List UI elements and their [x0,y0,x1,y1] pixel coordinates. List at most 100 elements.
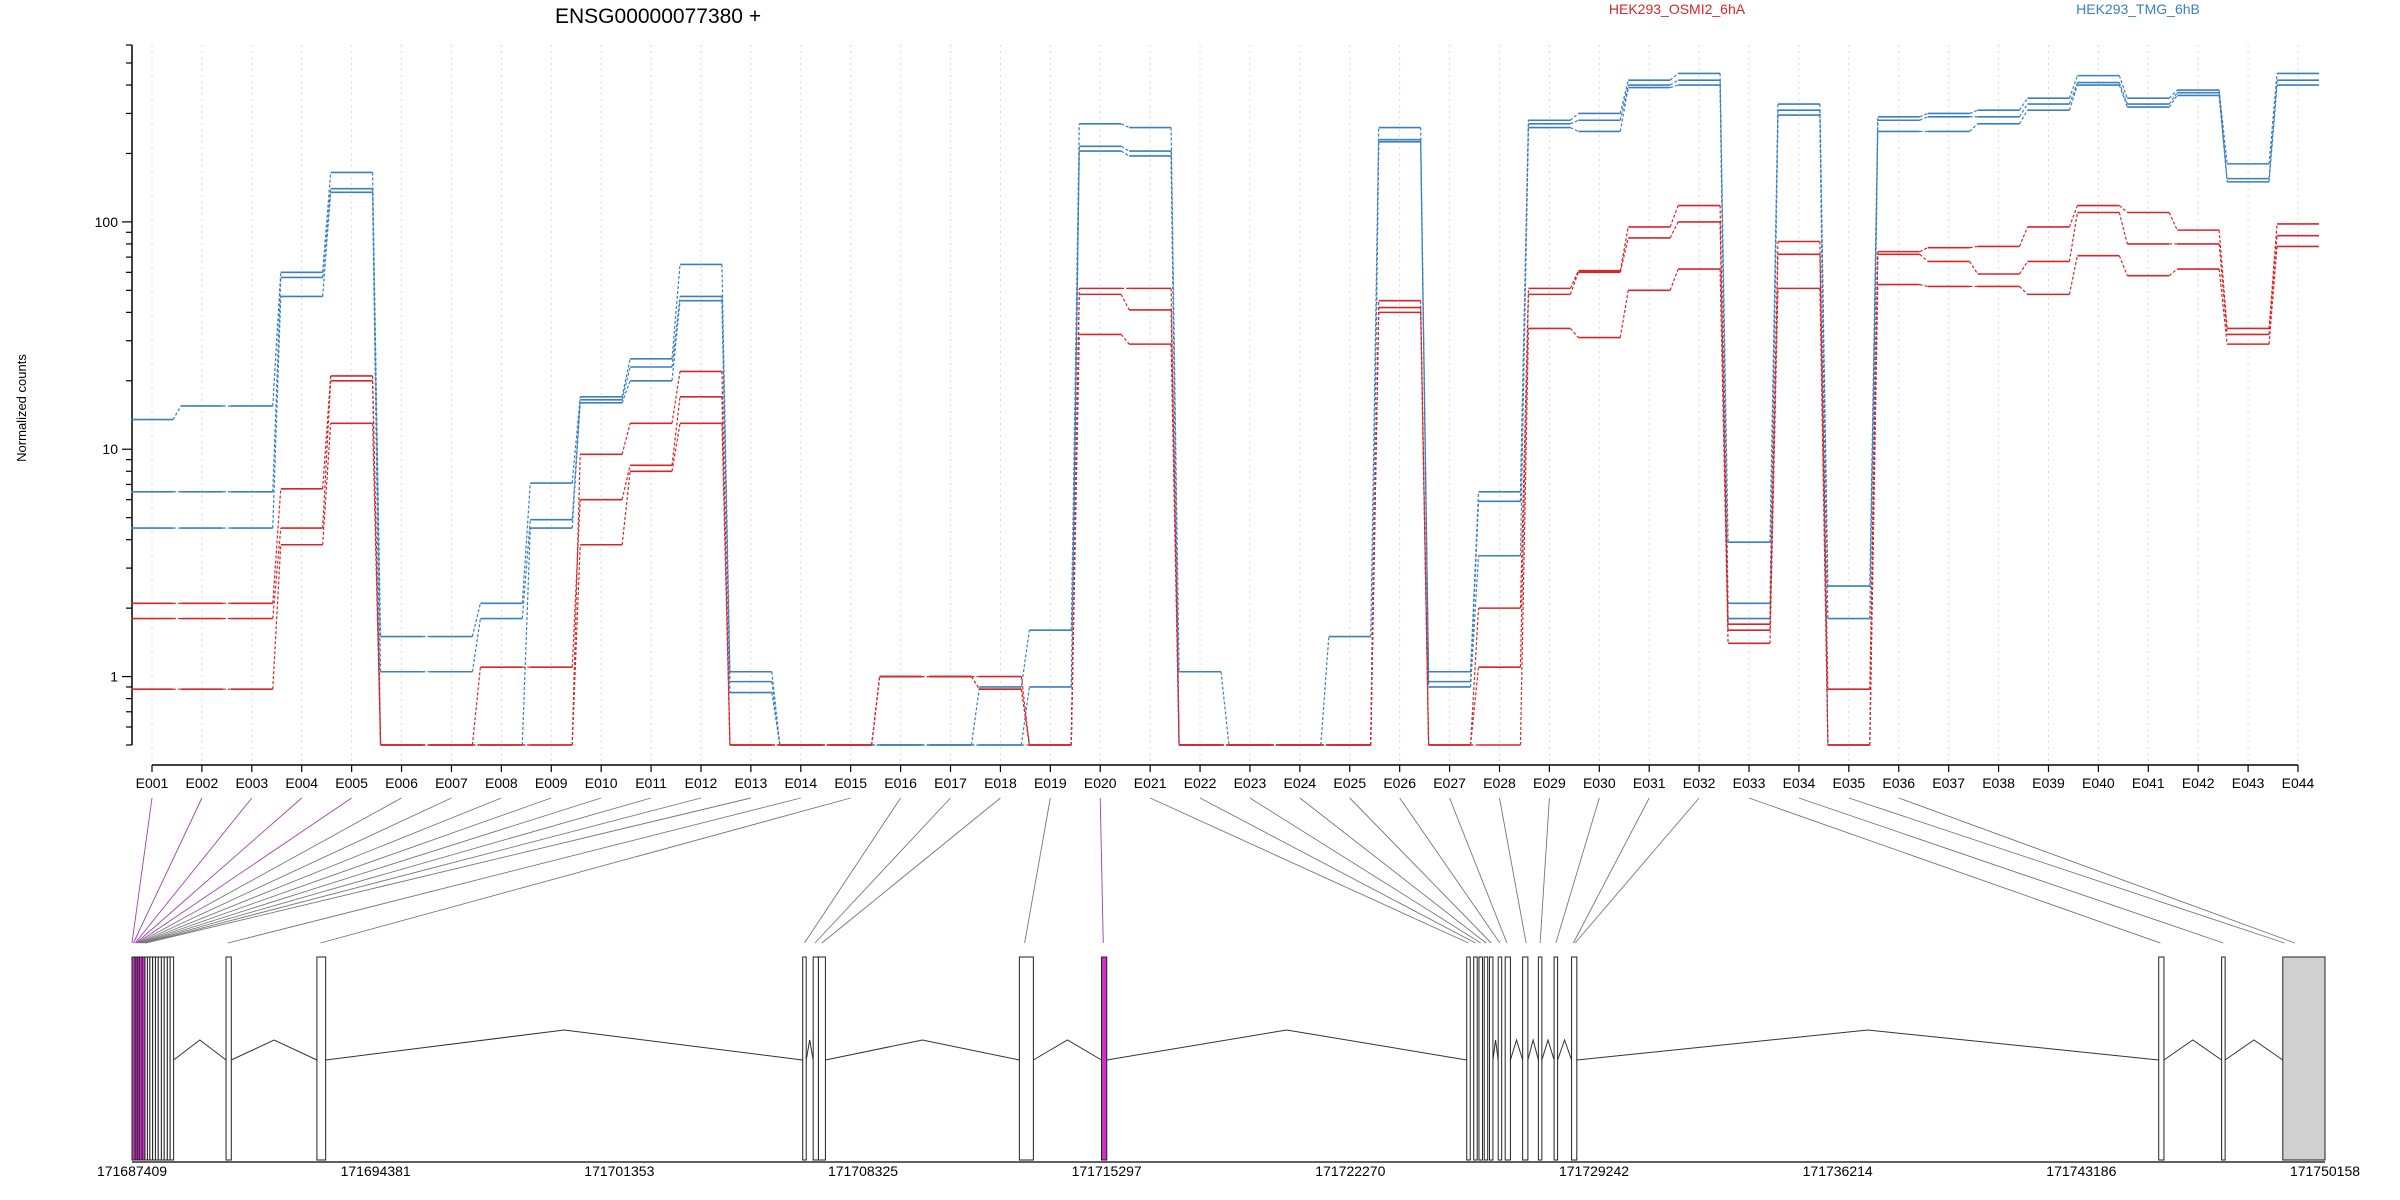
series-connector [2068,205,2078,228]
series-connector [2068,75,2078,99]
x-tick-label-e010: E010 [585,775,618,791]
series-connector [721,423,731,746]
connector-e025 [1349,797,1492,944]
series-connector [2019,286,2028,295]
series-connector [871,676,881,746]
connector-e019 [1024,797,1051,944]
series-0 [131,72,2319,746]
series-connector [1070,288,1080,746]
series-connector [671,371,681,424]
series-connector [1519,127,1530,556]
series-connector [1719,221,1729,631]
series-connector [521,519,531,619]
series-connector [1969,123,1979,132]
series-connector [1719,269,1729,644]
series-connector [2218,95,2228,182]
series-connector [1320,636,1330,746]
x-tick-label-e044: E044 [2282,775,2315,791]
series-connector [2218,90,2228,164]
series-connector [721,396,731,746]
x-tick-label-e032: E032 [1683,775,1716,791]
series-connector [471,603,481,637]
x-tick-label-e009: E009 [535,775,568,791]
series-connector [1469,608,1480,746]
x-tick-label-e004: E004 [285,775,318,791]
series-5 [131,245,2319,746]
series-connector [1170,344,1180,746]
x-tick-label-e041: E041 [2132,775,2165,791]
series-connector [2218,243,2228,335]
series-connector [771,692,781,746]
series-connector [1070,334,1080,746]
series-connector [2168,268,2178,277]
connector-e021 [1149,797,1469,944]
series-connector [1020,689,1030,746]
genomic-tick-label: 171701353 [584,1163,654,1179]
connector-e006 [138,797,402,944]
genomic-tick-label: 171743186 [2046,1163,2116,1179]
connector-e005 [137,797,352,944]
x-tick-label-e025: E025 [1333,775,1366,791]
series-connector [571,454,581,746]
series-connector [2068,82,2078,105]
genomic-tick-label: 171729242 [1559,1163,1629,1179]
series-connector [1120,334,1130,345]
intron-line [325,1029,803,1061]
series-connector [1869,251,1879,690]
x-tick-label-e011: E011 [635,775,667,791]
series-connector [1919,112,1928,118]
series-connector [1619,290,1629,338]
series-connector [1619,80,1629,114]
exon-block [225,956,232,1161]
series-connector [1170,288,1180,746]
x-tick-label-e038: E038 [1982,775,2015,791]
series-connector [322,188,332,278]
exon-block [1504,956,1511,1161]
series-connector [1919,247,1928,253]
x-tick-label-e020: E020 [1084,775,1117,791]
exon-gridlines [151,45,2299,765]
x-tick-label-e036: E036 [1882,775,1915,791]
series-connector [1769,288,1779,644]
series-connector [1669,268,1679,291]
series-connector [671,264,681,359]
y-axis: 1 10 100 [95,44,133,746]
series-connector [1819,288,1829,746]
series-connector [621,358,631,397]
exon-block [1537,956,1543,1161]
series-connector [671,296,681,368]
series-connector [2268,235,2278,335]
exon-connectors [131,797,2296,944]
series-connector [1070,151,1080,687]
connector-e035 [1848,797,2285,944]
series-connector [2268,84,2278,182]
legend-label-tmg: HEK293_TMG_6hB [2076,1,2200,17]
x-tick-label-e021: E021 [1134,775,1167,791]
x-tick-label-e024: E024 [1284,775,1317,791]
series-connector [2118,82,2128,105]
connector-e018 [821,797,1001,944]
series-connector [571,499,581,668]
connector-e008 [140,797,502,944]
connector-e024 [1299,797,1487,944]
x-tick-label-e023: E023 [1234,775,1267,791]
series-connector [2018,226,2029,247]
series-connector [2218,269,2228,345]
series-connector [621,471,631,545]
series-connector [571,399,581,520]
x-tick-label-e017: E017 [934,775,967,791]
x-tick-label-e001: E001 [136,775,169,791]
connector-e032 [1574,797,1700,944]
series-connector [1769,115,1779,619]
series-connector [1619,87,1629,132]
genomic-tick-label: 171722270 [1315,1163,1385,1179]
series-connector [1969,109,1978,114]
connector-e030 [1555,797,1600,944]
series-connector [1669,205,1679,228]
series-connector [1669,84,1679,89]
series-connector [1619,84,1629,121]
series-connector [1669,72,1679,81]
intron-line [1492,1039,1499,1061]
connector-e009 [141,797,552,944]
series-connector [2268,223,2278,329]
